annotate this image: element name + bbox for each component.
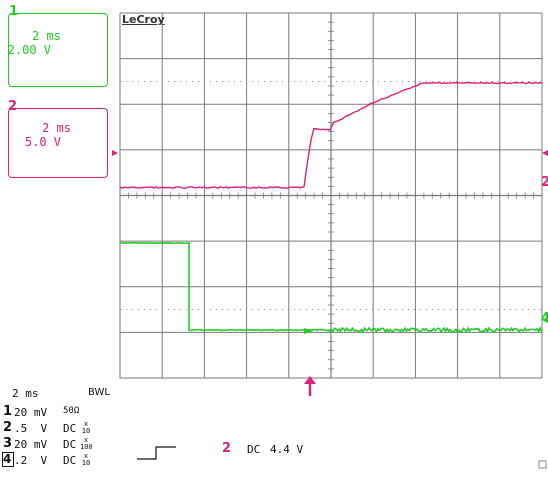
trace-box-2-volts: 5.0 V [25,135,61,149]
channel-1-number: 1 [3,404,12,419]
trace-box-1-timebase: 2 ms [32,29,61,43]
trigger-source: 2 [222,441,231,456]
trace-box-1-volts: 2.00 V [8,43,51,57]
bandwidth-limit-label: BWL [88,387,110,398]
timebase-readout: 2 ms [12,387,39,400]
trigger-position-arrow [304,376,316,396]
channel-4-coupling: DC [63,454,76,467]
channel-2-coupling: DC [63,422,76,435]
ch2-offset-marker-left [112,150,118,156]
channel-4-number: 4 [3,452,11,466]
channel-1-setting: 20 mV [14,406,47,419]
channel-1-coupling: 50Ω [63,406,79,416]
trigger-type-icon [137,447,176,459]
trace-box-2-id: 2 [8,100,17,113]
trace-box-1-id: 1 [9,5,18,18]
channel-2-number: 2 [3,420,12,435]
trigger-level-marker [304,328,313,334]
trigger-coupling: DC [247,443,260,456]
trigger-level: 4.4 V [270,443,303,456]
ch2-right-label: 2 [541,176,548,189]
channel-2-setting: .5 V [14,422,47,435]
graticule [120,13,542,378]
channel-3-setting: 20 mV [14,438,47,451]
channel-2-probe-ratio: 10 [81,428,91,434]
channel-3-coupling: DC [63,438,76,451]
channel-4-setting: .2 V [14,454,47,467]
channel-4-probe-ratio: 10 [81,460,91,466]
trace-box-2[interactable]: 2 ms 5.0 V [8,108,108,178]
ch2-offset-marker-right [542,150,548,156]
channel-3-probe-ratio: 100 [80,444,92,450]
channel-3-number: 3 [3,436,12,451]
trace-box-1[interactable]: 2 ms 2.00 V [8,13,108,87]
trace-box-2-timebase: 2 ms [42,121,71,135]
corner-box-icon [539,461,546,468]
ch4-right-label: 4 [541,312,548,325]
brand-logo: LeCroy [122,13,165,26]
